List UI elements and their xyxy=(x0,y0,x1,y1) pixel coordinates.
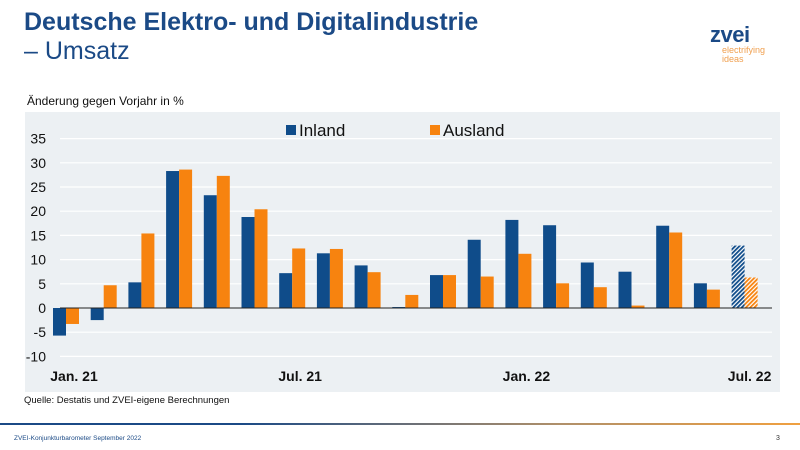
logo-tagline-2: ideas xyxy=(722,54,744,64)
bar-inland xyxy=(731,245,745,308)
bar-ausland xyxy=(367,272,381,308)
logo-tagline-1: electrifying xyxy=(722,45,766,55)
y-tick-label: -10 xyxy=(26,348,46,364)
source-note: Quelle: Destatis und ZVEI-eigene Berechn… xyxy=(24,395,230,406)
bar-inland xyxy=(656,225,670,308)
y-tick-label: 30 xyxy=(30,155,46,171)
bar-inland xyxy=(203,195,217,308)
zvei-logo: zvei electrifying ideas xyxy=(710,24,765,64)
y-tick-label: 10 xyxy=(30,252,46,268)
bar-inland xyxy=(128,282,142,308)
bar-ausland xyxy=(141,233,155,308)
y-tick-label: 5 xyxy=(38,276,46,292)
bar-inland xyxy=(53,308,66,336)
bar-ausland xyxy=(744,277,758,308)
bar-ausland xyxy=(480,276,494,308)
bar-ausland xyxy=(593,287,607,308)
bar-ausland xyxy=(66,308,79,324)
y-tick-label: 15 xyxy=(30,227,46,243)
bar-ausland xyxy=(254,209,268,308)
y-tick-label: 35 xyxy=(30,131,46,147)
legend-label-ausland: Ausland xyxy=(443,121,504,140)
bar-ausland xyxy=(706,289,720,308)
y-tick-label: -5 xyxy=(34,324,47,340)
bar-inland xyxy=(90,308,104,321)
x-tick-label: Jul. 22 xyxy=(728,368,772,384)
bar-inland xyxy=(543,225,557,308)
y-axis-label: Änderung gegen Vorjahr in % xyxy=(27,94,184,108)
bar-inland xyxy=(693,283,707,308)
bar-ausland xyxy=(631,305,645,308)
bar-ausland xyxy=(405,294,419,308)
bar-inland xyxy=(241,217,255,308)
legend-label-inland: Inland xyxy=(299,121,345,140)
bar-inland xyxy=(166,171,180,308)
x-tick-label: Jul. 21 xyxy=(278,368,322,384)
bar-inland xyxy=(316,253,330,308)
y-tick-label: 0 xyxy=(38,300,46,316)
bar-ausland xyxy=(669,232,683,308)
legend-swatch-ausland xyxy=(430,125,440,135)
slide-title: Deutsche Elektro- und Digitalindustrie xyxy=(24,8,479,36)
slide-subtitle: – Umsatz xyxy=(24,37,130,65)
bar-inland xyxy=(618,271,632,308)
x-tick-label: Jan. 22 xyxy=(503,368,551,384)
bar-inland xyxy=(354,265,368,308)
bar-ausland xyxy=(329,248,343,308)
bar-inland xyxy=(279,273,293,308)
bar-inland xyxy=(430,275,443,308)
footer-text: ZVEI-Konjunkturbarometer September 2022 xyxy=(14,435,142,442)
page-number: 3 xyxy=(776,435,780,442)
bar-inland xyxy=(505,219,519,308)
bar-ausland xyxy=(103,285,117,308)
bar-ausland xyxy=(216,175,230,308)
footer-divider xyxy=(0,423,800,425)
logo-wordmark: zvei xyxy=(710,22,750,47)
bar-inland xyxy=(467,239,481,308)
bar-inland xyxy=(580,262,594,308)
x-tick-label: Jan. 21 xyxy=(50,368,98,384)
bar-ausland xyxy=(556,283,570,308)
y-tick-label: 25 xyxy=(30,179,46,195)
bar-ausland xyxy=(292,248,306,308)
y-tick-label: 20 xyxy=(30,203,46,219)
legend-swatch-inland xyxy=(286,125,296,135)
bar-ausland xyxy=(179,169,193,308)
bar-ausland xyxy=(518,253,532,308)
bar-ausland xyxy=(443,275,456,308)
